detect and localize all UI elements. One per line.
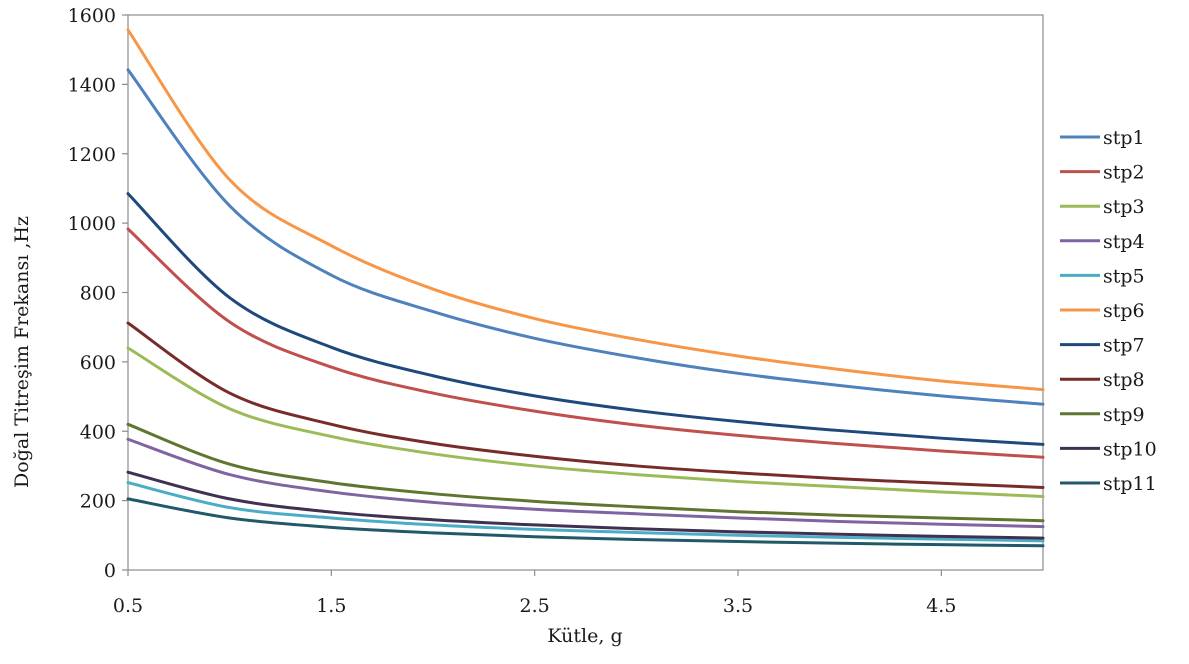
x-axis: 0.5 1.5 2.5 3.5 4.5 [113,570,956,617]
series-line-stp5 [126,481,1045,543]
legend: stp1 stp2 stp3 stp4 stp5 stp6 stp7 stp8 stp9 stp1… [1060,127,1157,495]
y-tick-label: 1600 [68,5,116,27]
y-tick-label: 600 [80,352,116,374]
series-line-stp2 [126,227,1045,459]
legend-label: stp9 [1103,404,1145,426]
series-lines [126,28,1045,548]
y-tick-label: 400 [80,421,116,443]
legend-label: stp1 [1103,127,1145,149]
x-tick-label: 3.5 [723,595,753,617]
legend-item-stp4: stp4 [1060,231,1145,253]
x-tick-label: 0.5 [113,595,143,617]
series-line-stp11 [126,497,1045,548]
legend-label: stp11 [1103,473,1157,495]
y-tick-label: 1400 [68,74,116,96]
legend-label: stp5 [1103,265,1145,287]
legend-item-stp5: stp5 [1060,265,1145,287]
legend-label: stp10 [1103,438,1157,460]
y-tick-label: 800 [80,283,116,305]
legend-item-stp7: stp7 [1060,335,1145,357]
y-axis: 0 200 400 600 800 1000 1200 1400 1600 [68,5,128,582]
x-tick-label: 4.5 [926,595,956,617]
legend-label: stp2 [1103,162,1145,184]
x-axis-title: Kütle, g [547,625,622,647]
plot-area [127,14,1044,571]
legend-item-stp9: stp9 [1060,404,1145,426]
series-line-stp9 [126,422,1045,523]
y-tick-label: 200 [80,491,116,513]
x-tick-label: 2.5 [520,595,550,617]
series-line-stp1 [126,68,1045,406]
legend-item-stp8: stp8 [1060,369,1145,391]
legend-item-stp3: stp3 [1060,196,1145,218]
series-line-stp10 [126,470,1045,540]
legend-label: stp3 [1103,196,1145,218]
y-tick-label: 1000 [68,213,116,235]
legend-label: stp6 [1103,300,1145,322]
legend-label: stp7 [1103,335,1145,357]
series-line-stp3 [126,346,1045,498]
legend-label: stp8 [1103,369,1145,391]
y-axis-title: Doğal Titreşim Frekansı ,Hz [11,216,33,488]
legend-item-stp1: stp1 [1060,127,1145,149]
legend-label: stp4 [1103,231,1145,253]
legend-item-stp2: stp2 [1060,162,1145,184]
series-line-stp7 [126,192,1045,446]
legend-item-stp10: stp10 [1060,438,1157,460]
series-line-stp6 [126,28,1045,392]
y-tick-label: 0 [104,560,116,582]
y-tick-label: 1200 [68,144,116,166]
series-line-stp4 [126,437,1045,529]
legend-item-stp11: stp11 [1060,473,1157,495]
legend-item-stp6: stp6 [1060,300,1145,322]
series-line-stp8 [126,321,1045,489]
x-tick-label: 1.5 [316,595,346,617]
